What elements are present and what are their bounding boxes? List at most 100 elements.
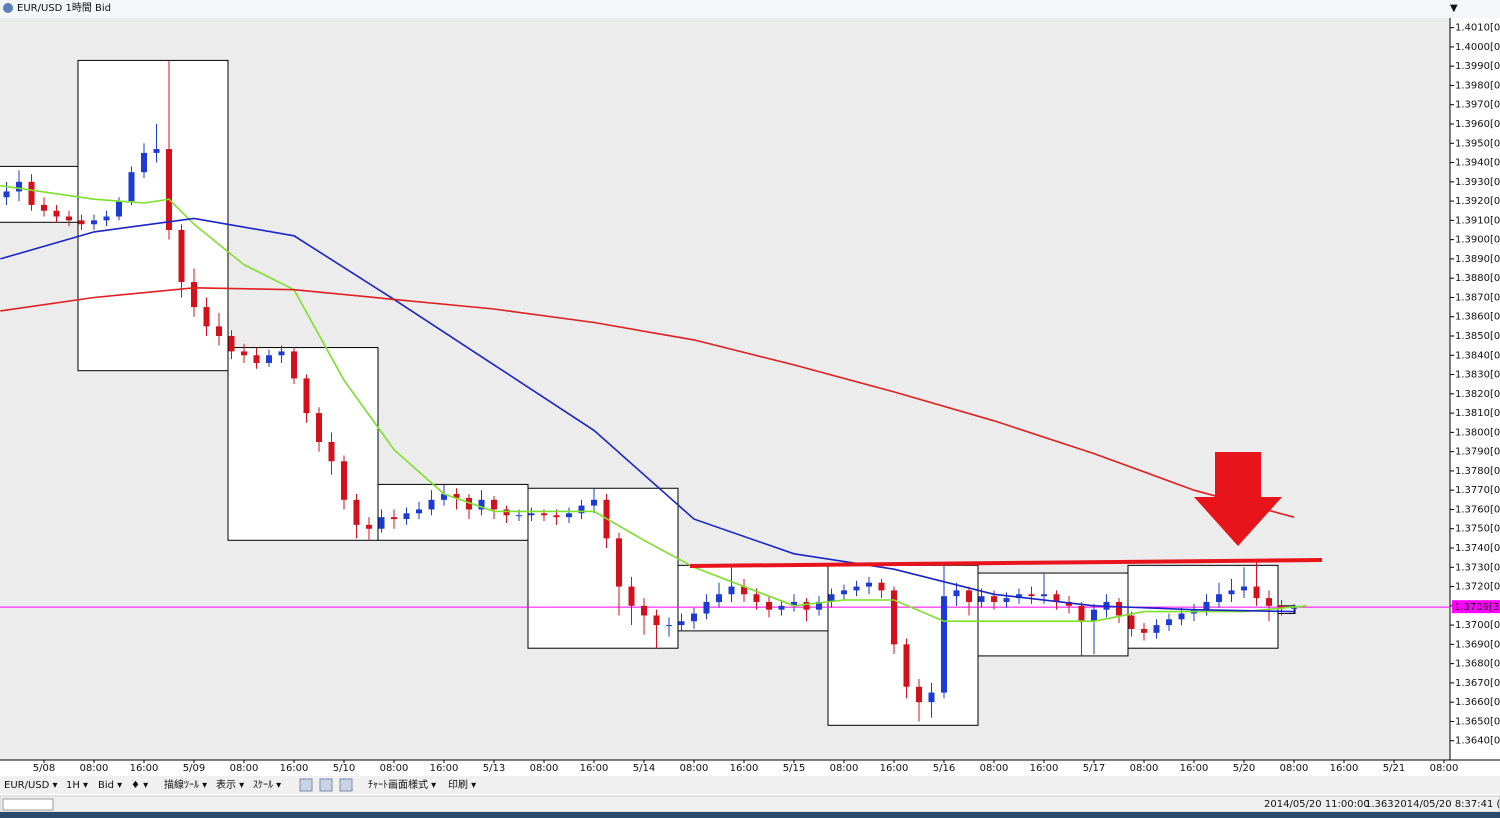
- candle-body: [591, 499, 597, 506]
- window-title: EUR/USD 1時間 Bid: [17, 2, 111, 14]
- candle-body: [1178, 613, 1185, 620]
- x-tick-label: 08:00: [980, 763, 1009, 774]
- candle-body: [916, 686, 922, 703]
- toolbar-button[interactable]: Bid ▾: [98, 780, 122, 791]
- candle-body: [491, 499, 497, 510]
- toolbar-button[interactable]: EUR/USD ▾: [4, 780, 58, 791]
- candle-body: [453, 494, 460, 498]
- y-tick-label: 1.3670[0]: [1455, 678, 1500, 689]
- y-tick-label: 1.3820[0]: [1455, 389, 1500, 400]
- menu-arrow[interactable]: ▼: [1450, 3, 1458, 14]
- candle-body: [216, 326, 222, 336]
- candle-body: [203, 307, 210, 327]
- x-tick-label: 08:00: [1280, 763, 1309, 774]
- candle-body: [241, 351, 247, 356]
- toolbar-icon[interactable]: [339, 778, 353, 792]
- x-tick-label: 5/20: [1233, 763, 1255, 774]
- candle-body: [866, 582, 872, 587]
- x-tick-label: 5/17: [1083, 763, 1105, 774]
- toolbar-button[interactable]: 1H ▾: [66, 780, 88, 791]
- daily-range-box: [527, 487, 679, 649]
- y-tick-label: 1.3890[0]: [1455, 254, 1500, 265]
- toolbar-button[interactable]: ﾁｬｰﾄ画面様式 ▾: [368, 778, 436, 791]
- toolbar-button[interactable]: 描線ﾂｰﾙ ▾: [164, 778, 207, 791]
- y-tick-label: 1.3870[0]: [1455, 292, 1500, 303]
- y-tick-label: 1.3850[0]: [1455, 331, 1500, 342]
- candle-body: [978, 596, 985, 602]
- x-tick-label: 5/21: [1383, 763, 1405, 774]
- daily-range-box: [1277, 605, 1296, 615]
- candle-body: [903, 644, 910, 687]
- y-tick-label: 1.3750[0]: [1455, 524, 1500, 535]
- candle-body: [803, 601, 810, 610]
- toolbar-button[interactable]: ｽｹｰﾙ ▾: [253, 779, 281, 791]
- candle-body: [403, 513, 410, 520]
- y-tick-label: 1.3660[0]: [1455, 697, 1500, 708]
- y-tick-label: 1.3960[0]: [1455, 119, 1500, 130]
- x-tick-label: 08:00: [1430, 763, 1459, 774]
- toolbar-button[interactable]: 表示 ▾: [216, 778, 244, 791]
- current-price-tag: [1452, 600, 1500, 614]
- candle-body: [1066, 601, 1072, 606]
- candle-body: [816, 601, 822, 610]
- daily-range-box: [827, 564, 979, 726]
- down-arrow: [1194, 452, 1282, 546]
- candle-body: [378, 517, 385, 529]
- y-tick-label: 1.4010[0]: [1455, 23, 1500, 34]
- candle-body: [303, 378, 310, 414]
- y-tick-label: 1.3980[0]: [1455, 80, 1500, 91]
- candle-body: [428, 499, 435, 510]
- candle-body: [1291, 607, 1297, 609]
- candle-body: [953, 590, 960, 597]
- candle-body: [841, 590, 847, 595]
- candle-body: [1278, 605, 1285, 608]
- candle-body: [166, 149, 172, 230]
- candle-body: [1116, 601, 1122, 616]
- y-tick-label: 1.3640[0]: [1455, 736, 1500, 747]
- x-tick-label: 5/08: [33, 763, 55, 774]
- candle-body: [891, 590, 897, 645]
- candle-body: [828, 594, 835, 602]
- moving-average: [0, 217, 1295, 613]
- candle-body: [578, 505, 585, 514]
- candle-body: [1228, 590, 1235, 595]
- x-tick-label: 5/13: [483, 763, 505, 774]
- status-text: 2014/05/20 11:00:00: [1264, 799, 1370, 810]
- candle-body: [741, 586, 747, 595]
- toolbar-icon[interactable]: [319, 778, 333, 792]
- daily-range-box: [977, 572, 1129, 657]
- daily-range-box: [77, 59, 229, 372]
- candle-body: [1028, 594, 1035, 597]
- candle-body: [228, 336, 235, 352]
- daily-range-box: [677, 564, 829, 632]
- candle-body: [28, 181, 35, 205]
- y-tick-label: 1.3700[0]: [1455, 620, 1500, 631]
- x-tick-label: 16:00: [730, 763, 759, 774]
- candle-body: [1216, 594, 1222, 602]
- candle-body: [878, 582, 885, 591]
- y-tick-label: 1.3920[0]: [1455, 196, 1500, 207]
- candle-body: [353, 499, 360, 525]
- candle-body: [266, 355, 272, 363]
- candle-body: [116, 201, 122, 217]
- candle-body: [641, 605, 647, 616]
- x-tick-label: 5/16: [933, 763, 955, 774]
- y-axis-panel: [1450, 18, 1500, 760]
- y-tick-label: 1.3650[0]: [1455, 716, 1500, 727]
- x-tick-label: 08:00: [230, 763, 259, 774]
- candle-body: [516, 515, 522, 517]
- toolbar-button[interactable]: 印刷 ▾: [448, 779, 476, 791]
- candle-body: [553, 515, 560, 518]
- candle-body: [1128, 615, 1135, 629]
- x-tick-label: 5/14: [633, 763, 655, 774]
- candle-body: [853, 586, 860, 591]
- candle-body: [628, 586, 635, 606]
- toolbar-icon[interactable]: [299, 778, 313, 792]
- toolbar-button[interactable]: ♦ ▾: [131, 780, 148, 791]
- candle-body: [191, 282, 197, 308]
- status-input[interactable]: [2, 798, 54, 811]
- x-tick-label: 16:00: [430, 763, 459, 774]
- y-tick-label: 1.3740[0]: [1455, 543, 1500, 554]
- status-text: 2014/05/20 8:37:41 (Lo: [1394, 799, 1500, 810]
